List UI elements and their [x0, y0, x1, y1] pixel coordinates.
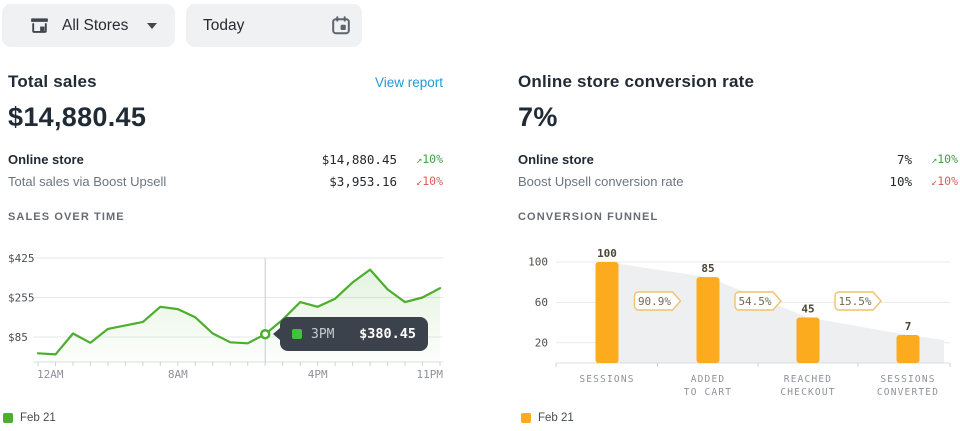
metric-delta-value: 10%: [937, 152, 958, 166]
conversion-rate-badge-label: 15.5%: [838, 295, 871, 308]
trend-arrow-icon: ↙: [416, 177, 423, 188]
metric-row-online-store: Online store 7% ↗10%: [518, 148, 958, 170]
date-range-label: Today: [203, 16, 245, 34]
y-axis-tick-label: 20: [535, 336, 548, 349]
y-axis-tick-label: $85: [8, 331, 28, 344]
conversion-breakdown: Online store 7% ↗10% Boost Upsell conver…: [518, 148, 958, 192]
sales-line: [36, 268, 442, 356]
x-axis-category-label: SESSIONS: [579, 374, 634, 385]
chart-tooltip: 3PM $380.45: [273, 317, 428, 351]
conversion-rate-badge: [734, 291, 782, 311]
calendar-icon: [330, 15, 352, 37]
funnel-chart-legend: Feb 21: [521, 412, 574, 424]
x-axis-tick-label: 11PM: [417, 368, 444, 381]
bar-value-label: 7: [905, 320, 912, 333]
legend-label: Feb 21: [538, 412, 574, 424]
page-title-conversion-rate: Online store conversion rate: [518, 72, 755, 91]
store-selector-label: All Stores: [62, 16, 129, 34]
total-sales-amount: $14,880.45: [8, 102, 147, 132]
metric-delta-badge: ↙10%: [912, 174, 958, 188]
conversion-rate-card: Online store conversion rate 7% Online s…: [518, 72, 958, 428]
sales-chart-legend: Feb 21: [3, 412, 56, 424]
trend-arrow-icon: ↙: [931, 177, 938, 188]
funnel-bar[interactable]: [796, 317, 820, 363]
sales-over-time-label: SALES OVER TIME: [8, 211, 125, 223]
metric-delta-badge: ↙10%: [397, 174, 443, 188]
metric-delta-value: 10%: [937, 174, 958, 188]
metric-delta-badge: ↗10%: [397, 152, 443, 166]
total-sales-header: Total sales View report: [8, 72, 443, 92]
metric-delta-value: 10%: [422, 174, 443, 188]
metric-value: $3,953.16: [329, 173, 397, 189]
x-axis-category-label: REACHED: [784, 374, 832, 385]
trend-arrow-icon: ↗: [416, 155, 423, 166]
bar-value-label: 85: [701, 262, 714, 275]
x-axis-tick-label: 8AM: [168, 368, 188, 381]
x-axis-category-label: CONVERTED: [877, 387, 939, 398]
x-axis-category-label: CHECKOUT: [780, 387, 835, 398]
tooltip-value: $380.45: [359, 326, 416, 342]
legend-swatch-green: [3, 413, 13, 423]
legend-label: Feb 21: [20, 412, 56, 424]
y-axis-tick-label: 60: [535, 296, 548, 309]
metric-label: Boost Upsell conversion rate: [518, 173, 684, 189]
conversion-rate-badge-label: 54.5%: [738, 295, 771, 308]
metric-label: Online store: [518, 151, 594, 167]
date-range-selector[interactable]: Today: [186, 4, 362, 47]
conversion-funnel-label: CONVERSION FUNNEL: [518, 211, 659, 223]
total-sales-card: Total sales View report $14,880.45 Onlin…: [3, 72, 444, 428]
funnel-bar[interactable]: [896, 335, 920, 363]
page-title-total-sales: Total sales: [8, 72, 97, 91]
conversion-funnel-chart[interactable]: 20 60 100 100 85 45 7 90.9% 54.5% 15.5% SESSIONS AD…: [518, 248, 958, 400]
bar-value-label: 45: [801, 303, 814, 316]
metric-delta-badge: ↗10%: [912, 152, 958, 166]
total-sales-breakdown: Online store $14,880.45 ↗10% Total sales…: [8, 148, 443, 192]
conversion-header: Online store conversion rate: [518, 72, 958, 92]
y-axis-tick-label: 100: [528, 256, 548, 269]
x-axis-category-label: ADDED: [691, 374, 726, 385]
view-report-link[interactable]: View report: [374, 75, 443, 90]
metric-row-boost-upsell: Total sales via Boost Upsell $3,953.16 ↙…: [8, 170, 443, 192]
store-selector-dropdown[interactable]: All Stores: [2, 4, 175, 47]
trend-arrow-icon: ↗: [931, 155, 938, 166]
x-axis-tick-label: 12AM: [37, 368, 64, 381]
x-axis-category-label: TO CART: [684, 387, 732, 398]
bar-value-label: 100: [597, 248, 617, 260]
funnel-background-area: [607, 262, 944, 363]
highlighted-point-marker: [259, 328, 271, 340]
y-axis-tick-label: $255: [8, 292, 35, 305]
conversion-rate-value: 7%: [518, 102, 558, 132]
tooltip-time: 3PM: [311, 326, 335, 342]
metric-row-boost-upsell: Boost Upsell conversion rate 10% ↙10%: [518, 170, 958, 192]
funnel-bar[interactable]: [595, 262, 619, 363]
metric-row-online-store: Online store $14,880.45 ↗10%: [8, 148, 443, 170]
conversion-rate-badge: [633, 291, 682, 311]
metric-delta-value: 10%: [422, 152, 443, 166]
x-axis-category-label: SESSIONS: [880, 374, 935, 385]
legend-swatch-orange: [521, 413, 531, 423]
metric-label: Online store: [8, 151, 84, 167]
funnel-bar[interactable]: [696, 277, 720, 363]
y-axis-tick-label: $425: [8, 252, 35, 265]
x-axis-tick-label: 4PM: [308, 368, 328, 381]
storefront-icon: [29, 15, 50, 36]
metric-value: 10%: [889, 173, 912, 189]
metric-value: 7%: [896, 151, 912, 167]
metric-label: Total sales via Boost Upsell: [8, 173, 167, 189]
metric-value: $14,880.45: [321, 151, 397, 167]
conversion-rate-badge-label: 90.9%: [638, 295, 671, 308]
chevron-down-icon: [147, 22, 157, 29]
conversion-rate-badge: [834, 291, 882, 311]
tooltip-series-swatch: [292, 329, 302, 339]
